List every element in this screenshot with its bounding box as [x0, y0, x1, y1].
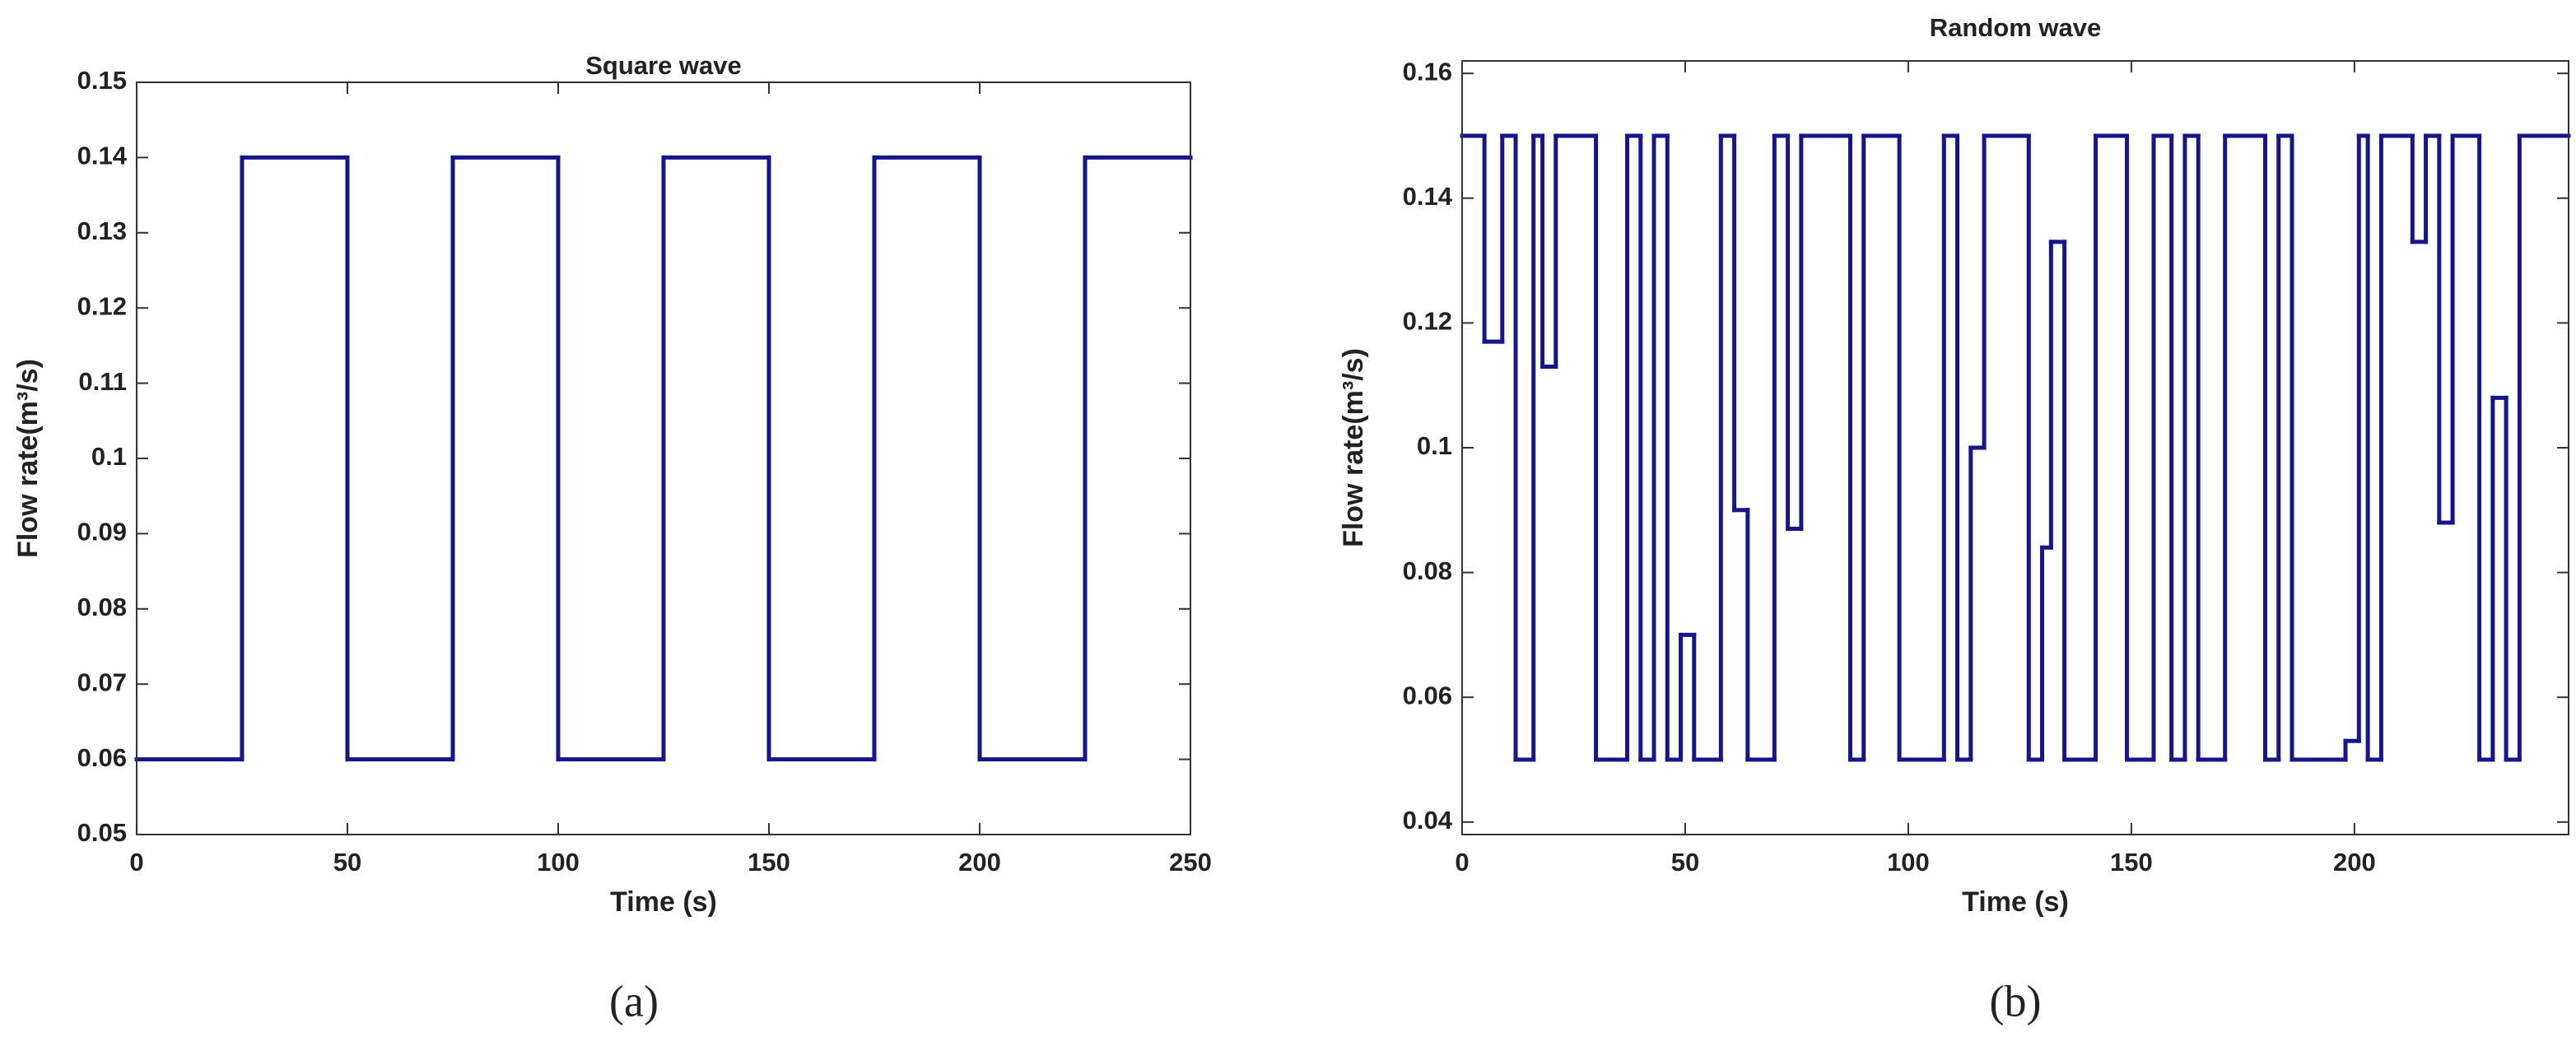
y-tick-label: 0.1 [91, 442, 127, 471]
y-tick-label: 0.1 [1417, 431, 1452, 460]
x-tick-label: 50 [1671, 848, 1699, 877]
y-tick-label: 0.14 [1403, 182, 1453, 211]
y-tick-label: 0.12 [1403, 307, 1452, 336]
y-tick-label: 0.07 [77, 667, 127, 696]
plot-area [1462, 61, 2569, 835]
y-tick-label: 0.05 [77, 818, 127, 847]
caption: (a) [609, 976, 659, 1025]
plot-frame [1461, 60, 2569, 835]
y-tick-label: 0.04 [1403, 806, 1453, 835]
x-tick-label: 100 [1887, 848, 1930, 877]
x-tick-label: 0 [129, 848, 143, 877]
y-tick-label: 0.15 [77, 66, 127, 95]
y-axis-label: Flow rate(m³/s) [12, 359, 44, 558]
y-tick-label: 0.08 [1403, 556, 1452, 585]
chart: 0.05 0.06 0.07 0.08 0.09 0.1 0.11 0.12 0.13 0.14 0… [12, 51, 1212, 1025]
y-tick-label: 0.08 [77, 593, 127, 621]
chart-title: Random wave [1930, 13, 2101, 42]
chart-title: Square wave [585, 51, 742, 80]
y-axis-label: Flow rate(m³/s) [1338, 348, 1369, 547]
x-tick-label: 100 [537, 848, 580, 877]
x-axis-label: Time (s) [1962, 886, 2069, 918]
x-tick-label: 200 [2333, 848, 2376, 877]
chart: 0.04 0.06 0.08 0.1 0.12 0.14 0.16 0 50 100 150 200 R… [1338, 13, 2571, 1025]
y-tick-label: 0.06 [77, 743, 127, 772]
x-tick-label: 250 [1169, 848, 1212, 877]
y-tick-label: 0.11 [78, 367, 127, 396]
y-tick-label: 0.09 [77, 518, 127, 546]
x-axis-label: Time (s) [610, 886, 717, 918]
y-tick-label: 0.16 [1403, 57, 1452, 86]
y-tick-label: 0.13 [77, 216, 127, 245]
caption: (b) [1990, 976, 2042, 1025]
y-tick-label: 0.14 [77, 142, 128, 170]
y-tick-label: 0.06 [1403, 681, 1452, 709]
x-tick-label: 0 [1455, 848, 1469, 877]
x-tick-label: 50 [333, 848, 361, 877]
x-tick-label: 150 [2110, 848, 2153, 877]
x-tick-label: 200 [958, 848, 1001, 877]
y-tick-label: 0.12 [77, 291, 127, 320]
plot-frame [136, 81, 1191, 835]
x-tick-label: 150 [748, 848, 790, 877]
